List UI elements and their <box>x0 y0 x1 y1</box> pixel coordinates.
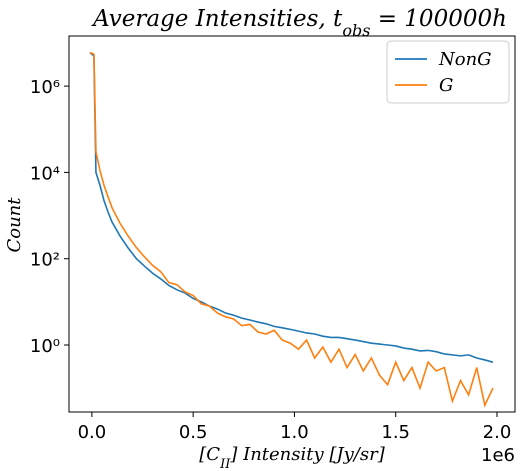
y-axis-label: Count <box>4 197 25 253</box>
y-tick-label: 10⁴ <box>30 163 60 184</box>
y-tick-label: 10⁶ <box>30 77 60 98</box>
chart-title: Average Intensities, tobs = 100000h <box>91 6 507 40</box>
x-tick-label: 1.5 <box>381 422 410 443</box>
x-axis-label: [CII] Intensity [Jy/sr] <box>199 444 385 471</box>
title-part: = 100000h <box>370 6 507 32</box>
title-subscript: obs <box>342 21 370 40</box>
x-tick-label: 1.0 <box>280 422 309 443</box>
x-label-part: ] Intensity [Jy/sr] <box>229 444 385 465</box>
x-label-subscript: II <box>219 457 231 471</box>
plot-lines <box>89 51 494 408</box>
legend-label: G <box>439 75 453 96</box>
series-line <box>89 51 494 408</box>
title-part: Average Intensities, t <box>91 6 343 32</box>
y-tick-label: 10⁰ <box>30 336 60 357</box>
x-tick-label: 2.0 <box>483 422 512 443</box>
legend-box <box>386 40 510 104</box>
series-line <box>89 51 494 363</box>
legend-label: NonG <box>438 49 492 70</box>
y-tick-label: 10² <box>30 250 60 271</box>
plot-frame <box>68 35 516 413</box>
x-tick-label: 0.0 <box>78 422 107 443</box>
x-tick-label: 0.5 <box>179 422 208 443</box>
x-label-part: [C <box>199 444 220 465</box>
x-offset-label: 1e6 <box>481 445 515 466</box>
